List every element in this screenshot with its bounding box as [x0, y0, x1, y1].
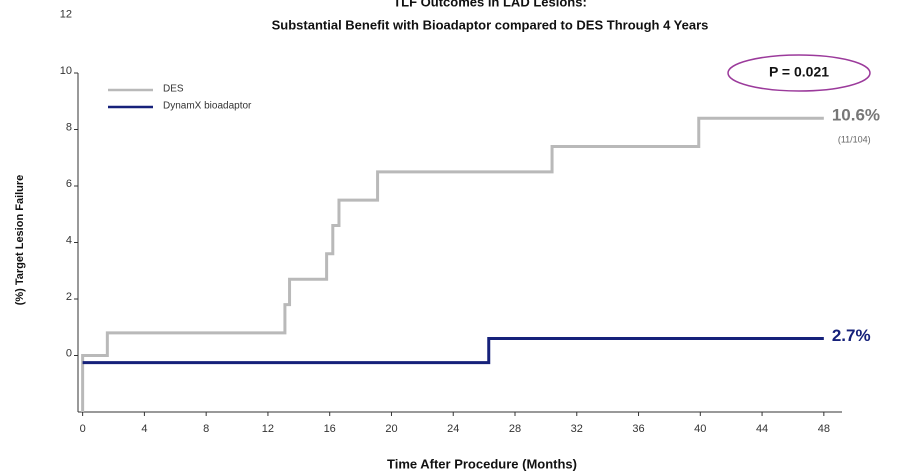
x-tick-label: 40 — [694, 423, 706, 435]
y-tick-label: 10 — [60, 65, 72, 77]
y-tick-label: 4 — [66, 234, 72, 246]
y-tick-label: 6 — [66, 178, 72, 190]
end-sublabel: (11/104) — [838, 135, 871, 145]
chart-title: TLF Outcomes in LAD Lesions: — [393, 0, 587, 9]
x-tick-label: 32 — [571, 423, 583, 435]
x-tick-label: 44 — [756, 423, 768, 435]
end-label: 2.7% — [832, 326, 871, 345]
x-tick-label: 20 — [385, 423, 397, 435]
chart-subtitle: Substantial Benefit with Bioadaptor comp… — [272, 17, 709, 32]
p-value: P = 0.021 — [769, 64, 829, 80]
x-tick-label: 36 — [632, 423, 644, 435]
p-value-ellipse — [727, 54, 871, 92]
y-tick-label: 12 — [60, 8, 72, 20]
x-tick-label: 28 — [509, 423, 521, 435]
end-label: 10.6% — [832, 106, 880, 125]
x-tick-label: 24 — [447, 423, 459, 435]
x-tick-label: 12 — [262, 423, 274, 435]
y-tick-label: 8 — [66, 121, 72, 133]
series-line — [82, 337, 824, 365]
legend-label: DynamX bioadaptor — [163, 101, 252, 112]
y-tick-label: 2 — [66, 291, 72, 303]
legend-label: DES — [163, 84, 184, 95]
y-axis-label: (%) Target Lesion Failure — [14, 175, 26, 306]
x-tick-label: 48 — [818, 423, 830, 435]
y-tick-label: 0 — [66, 347, 72, 359]
series-line — [81, 116, 824, 412]
x-axis-label: Time After Procedure (Months) — [387, 456, 577, 471]
x-tick-label: 8 — [203, 423, 209, 435]
x-tick-label: 4 — [141, 423, 147, 435]
x-tick-label: 0 — [80, 423, 86, 435]
x-tick-label: 16 — [324, 423, 336, 435]
